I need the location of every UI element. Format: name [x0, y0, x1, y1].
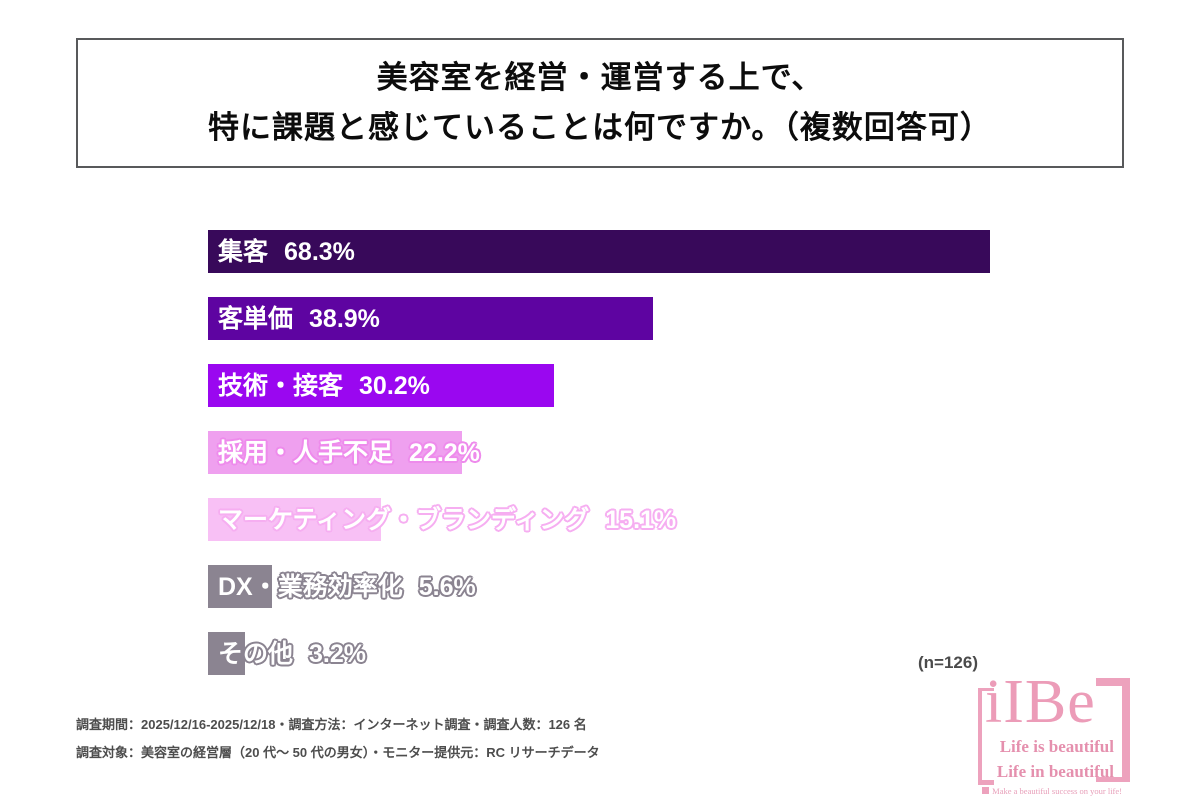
- bar-row: その他 3.2%: [208, 632, 1148, 675]
- bar-value-label: 38.9%: [309, 305, 380, 333]
- bar-category-label: 技術・接客: [218, 372, 344, 400]
- bar-value-label: 15.1%: [605, 506, 677, 534]
- bar-value-label: 3.2%: [309, 640, 366, 668]
- logo-tagline: Make a beautiful success on your life!: [982, 786, 1122, 796]
- square-bullet-icon: [982, 787, 990, 794]
- bar-row: DX・業務効率化 5.6%: [208, 565, 1148, 608]
- bar: [208, 230, 990, 273]
- bar-category-label: 集客: [218, 238, 269, 266]
- bar-label: DX・業務効率化 5.6%: [218, 565, 476, 608]
- bar-label: 客単価 38.9%: [218, 297, 380, 340]
- bar-label: 技術・接客 30.2%: [218, 364, 430, 407]
- bar: [208, 297, 653, 340]
- chart-title-line-2: 特に課題と感じていることは何ですか。（複数回答可）: [208, 110, 992, 145]
- bar-value-label: 68.3%: [284, 238, 355, 266]
- horizontal-bar-chart: 集客 68.3% 客単価 38.9% 技術・接客 30.2% 採用・人手不足 22.2% マーケ…: [208, 230, 1148, 699]
- bar: [208, 498, 381, 541]
- bar: [208, 565, 272, 608]
- bar-row: 採用・人手不足 22.2%: [208, 431, 1148, 474]
- bar-category-label: その他: [218, 640, 294, 668]
- bar-label: 集客 68.3%: [218, 230, 355, 273]
- bar-value-label: 22.2%: [409, 439, 480, 467]
- logo-slogan-line-1: Life is beautiful: [999, 737, 1114, 756]
- bar-row: 集客 68.3%: [208, 230, 1148, 273]
- logo-slogan-line-2: Life in beautiful: [996, 761, 1114, 781]
- bar-category-label: DX・業務効率化: [218, 573, 403, 601]
- logo-slogan: Life is beautiful Life in beautiful: [997, 735, 1114, 784]
- bar: [208, 364, 554, 407]
- bar-value-label: 5.6%: [418, 573, 476, 601]
- bar-label: マーケティング・ブランディング 15.1%: [218, 498, 676, 541]
- logo-tagline-text: Make a beautiful success on your life!: [992, 786, 1122, 796]
- sample-size-note: (n=126): [918, 653, 978, 672]
- bar: [208, 431, 462, 474]
- survey-notes: 調査期間：2025/12/16-2025/12/18・調査方法：インターネット調…: [76, 711, 600, 767]
- bar-row: マーケティング・ブランディング 15.1%: [208, 498, 1148, 541]
- chart-title-box: 美容室を経営・運営する上で、 特に課題と感じていることは何ですか。（複数回答可）: [76, 38, 1124, 168]
- bar-row: 技術・接客 30.2%: [208, 364, 1148, 407]
- bar-category-label: マーケティング・ブランディング: [218, 506, 590, 534]
- bar-value-label: 30.2%: [359, 372, 430, 400]
- bar-row: 客単価 38.9%: [208, 297, 1148, 340]
- bar: [208, 632, 245, 675]
- iibe-logo: iIBe Life is beautiful Life in beautiful…: [978, 668, 1136, 796]
- survey-note-line-2: 調査対象：美容室の経営層（20 代〜 50 代の男女）・モニター提供元：RC リ…: [76, 745, 600, 760]
- logo-right-bracket-icon: [1096, 678, 1130, 782]
- logo-left-bracket-icon: [978, 688, 994, 785]
- survey-note-line-1: 調査期間：2025/12/16-2025/12/18・調査方法：インターネット調…: [76, 717, 587, 732]
- bar-category-label: 客単価: [218, 305, 294, 333]
- chart-title-line-1: 美容室を経営・運営する上で、: [376, 59, 824, 95]
- bar-category-label: 採用・人手不足: [218, 439, 394, 467]
- logo-wordmark: iIBe: [985, 668, 1096, 736]
- bar-label: 採用・人手不足 22.2%: [218, 431, 480, 474]
- bar-label: その他 3.2%: [218, 632, 366, 675]
